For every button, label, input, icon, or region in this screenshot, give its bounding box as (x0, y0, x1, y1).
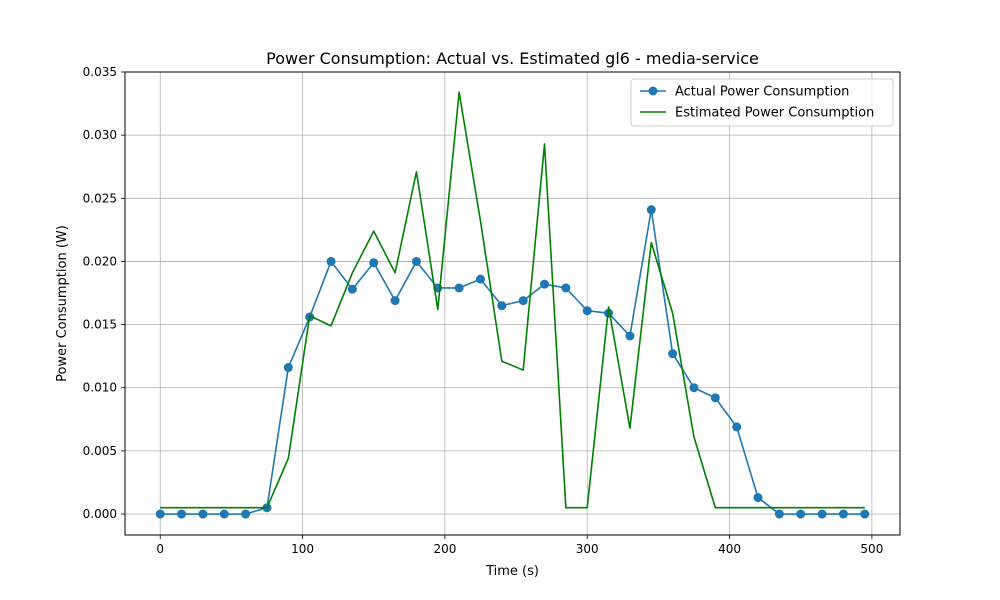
legend-label: Estimated Power Consumption (675, 106, 874, 121)
data-point (689, 383, 699, 393)
chart-title: Power Consumption: Actual vs. Estimated … (266, 49, 759, 68)
data-point (582, 306, 592, 316)
legend-label: Actual Power Consumption (675, 85, 849, 100)
x-tick-label: 400 (718, 542, 741, 556)
legend: Actual Power Consumption Estimated Power … (630, 78, 894, 127)
y-tick-label: 0.015 (83, 318, 117, 332)
legend-box (630, 78, 894, 127)
data-point (710, 393, 720, 403)
y-tick-label: 0.030 (83, 128, 117, 142)
y-tick-label: 0.005 (83, 444, 117, 458)
series-layer (155, 91, 870, 519)
y-tick-label: 0.025 (83, 191, 117, 205)
data-point (347, 284, 357, 294)
y-tick-label: 0.000 (83, 507, 117, 521)
data-point (753, 493, 763, 503)
x-tick-label: 0 (156, 542, 164, 556)
data-point (518, 296, 528, 306)
x-tick-label: 200 (433, 542, 456, 556)
data-point (390, 296, 400, 306)
data-point (796, 509, 806, 519)
series-estimated (160, 91, 865, 509)
data-point (177, 509, 187, 519)
data-point (411, 256, 421, 266)
y-tick-label: 0.010 (83, 381, 117, 395)
data-point (454, 283, 464, 293)
data-point (774, 509, 784, 519)
legend-marker (648, 86, 658, 96)
data-point (369, 258, 379, 268)
data-point (241, 509, 251, 519)
data-point (497, 301, 507, 311)
series-line (160, 91, 865, 509)
data-point (283, 363, 293, 373)
x-tick-label: 300 (576, 542, 599, 556)
data-point (860, 509, 870, 519)
data-point (561, 283, 571, 293)
data-point (817, 509, 827, 519)
data-point (326, 256, 336, 266)
series-actual (155, 205, 870, 519)
x-tick-label: 500 (860, 542, 883, 556)
x-axis-label: Time (s) (485, 564, 539, 579)
data-point (219, 509, 229, 519)
data-point (838, 509, 848, 519)
data-point (668, 349, 678, 359)
data-point (540, 279, 550, 289)
data-point (646, 205, 656, 215)
y-axis-label: Power Consumption (W) (55, 225, 70, 382)
plot-frame (124, 71, 901, 536)
x-tick-label: 100 (291, 542, 314, 556)
data-point (625, 331, 635, 341)
y-tick-label: 0.020 (83, 254, 117, 268)
data-point (198, 509, 208, 519)
y-tick-label: 0.035 (83, 65, 117, 79)
x-axis: 0 100 200 300 400 500 (156, 535, 883, 556)
series-line (160, 208, 865, 515)
data-point (475, 274, 485, 284)
data-point (732, 422, 742, 432)
y-axis: 0.000 0.005 0.010 0.015 0.020 0.025 0.030 0.035 (83, 65, 125, 521)
data-point (155, 509, 165, 519)
